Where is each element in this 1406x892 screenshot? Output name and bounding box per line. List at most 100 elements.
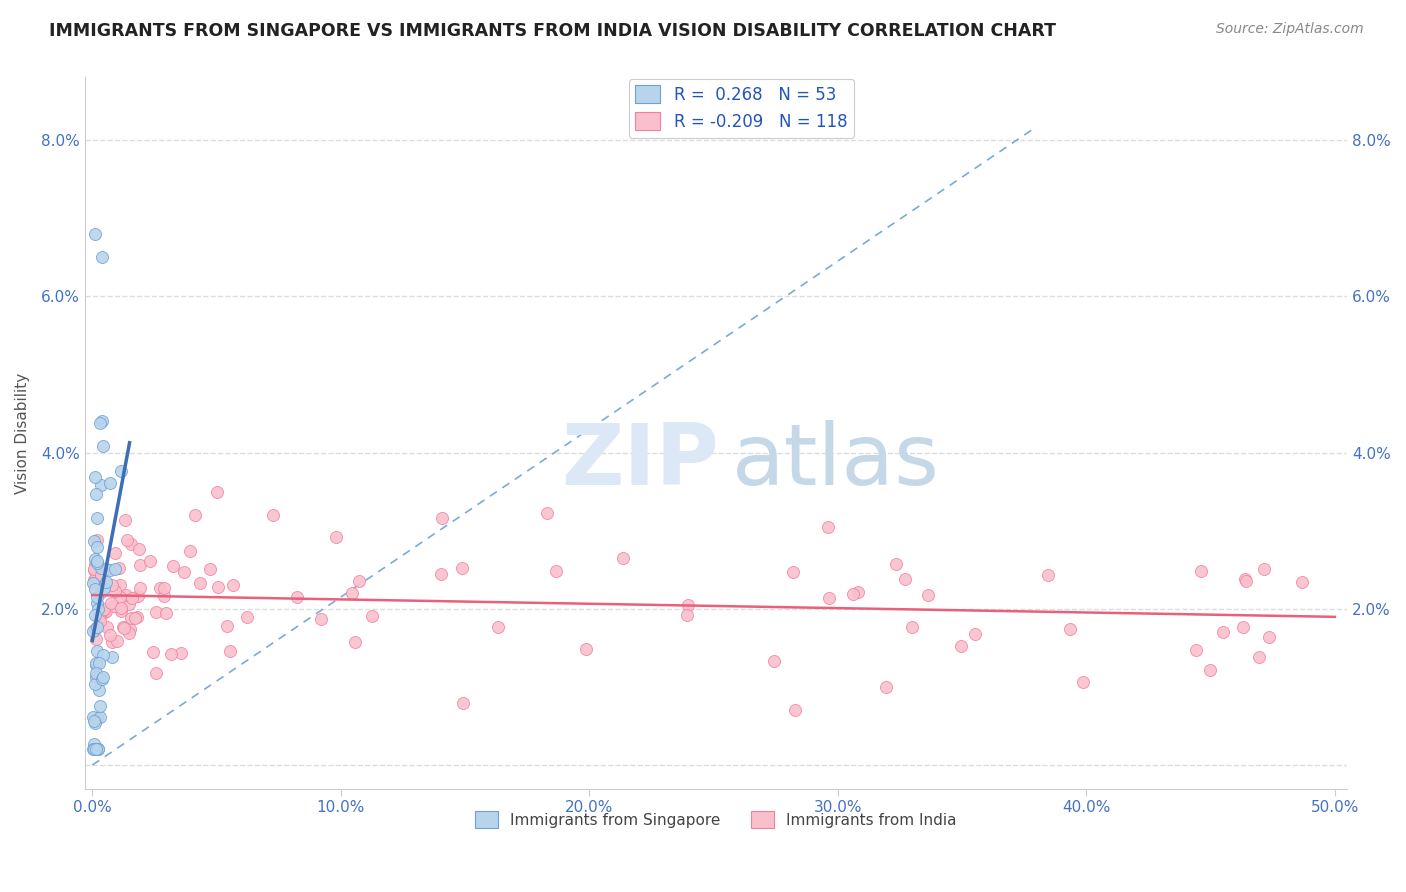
Point [83, 563, 105, 577]
Point [160, 647, 183, 661]
Point [893, 573, 915, 587]
Point [87, 657, 110, 671]
Point [546, 565, 568, 579]
Point [91, 250, 114, 264]
Point [104, 584, 127, 599]
Point [121, 591, 143, 605]
Point [430, 511, 453, 525]
Point [129, 581, 152, 595]
Point [115, 533, 138, 548]
Point [89, 614, 111, 628]
Point [120, 537, 142, 551]
Point [344, 634, 367, 648]
Point [262, 508, 284, 522]
Point [153, 582, 176, 596]
Point [90, 561, 112, 575]
Point [285, 590, 308, 604]
Point [451, 561, 474, 575]
Point [114, 512, 136, 526]
Point [84, 632, 107, 646]
Point [83, 552, 105, 566]
Point [90, 478, 112, 492]
Point [917, 588, 939, 602]
Point [86, 556, 108, 570]
Point [83, 562, 105, 576]
Point [91, 670, 114, 684]
Point [89, 682, 111, 697]
Point [1189, 564, 1212, 578]
Point [110, 590, 132, 604]
Point [104, 562, 127, 576]
Point [103, 599, 125, 613]
Point [965, 626, 987, 640]
Point [205, 484, 228, 499]
Point [87, 742, 110, 756]
Point [120, 610, 142, 624]
Point [98, 476, 121, 491]
Point [1234, 574, 1257, 588]
Point [84, 657, 107, 671]
Point [98, 564, 121, 578]
Point [94, 575, 117, 590]
Point [105, 634, 128, 648]
Point [782, 566, 804, 580]
Point [86, 554, 108, 568]
Point [98, 628, 121, 642]
Point [162, 559, 184, 574]
Point [124, 610, 146, 624]
Point [87, 742, 110, 756]
Point [84, 657, 107, 672]
Point [536, 506, 558, 520]
Point [118, 625, 141, 640]
Point [100, 597, 122, 611]
Point [361, 609, 384, 624]
Point [82, 576, 104, 591]
Point [86, 511, 108, 525]
Point [84, 665, 107, 680]
Point [108, 577, 131, 591]
Point [675, 607, 697, 622]
Point [612, 550, 634, 565]
Point [486, 619, 509, 633]
Point [87, 601, 110, 615]
Point [763, 654, 786, 668]
Point [90, 413, 112, 427]
Text: Source: ZipAtlas.com: Source: ZipAtlas.com [1216, 22, 1364, 37]
Point [110, 601, 132, 615]
Point [86, 711, 108, 725]
Point [93, 606, 115, 620]
Point [86, 742, 108, 756]
Point [101, 578, 124, 592]
Text: atlas: atlas [733, 420, 941, 503]
Point [84, 487, 107, 501]
Point [1212, 624, 1234, 639]
Point [118, 622, 141, 636]
Point [83, 714, 105, 729]
Y-axis label: Vision Disability: Vision Disability [15, 372, 30, 493]
Point [1253, 562, 1275, 576]
Point [86, 541, 108, 555]
Point [96, 620, 118, 634]
Point [112, 620, 135, 634]
Point [84, 569, 107, 583]
Point [145, 665, 167, 680]
Point [84, 742, 107, 756]
Legend: Immigrants from Singapore, Immigrants from India: Immigrants from Singapore, Immigrants fr… [470, 805, 963, 834]
Point [110, 604, 132, 618]
Point [129, 558, 152, 572]
Point [90, 604, 112, 618]
Point [846, 585, 869, 599]
Point [93, 582, 115, 596]
Point [1184, 643, 1206, 657]
Point [89, 709, 111, 723]
Point [900, 620, 922, 634]
Point [83, 573, 105, 587]
Point [215, 619, 238, 633]
Point [101, 649, 124, 664]
Point [84, 622, 107, 636]
Text: IMMIGRANTS FROM SINGAPORE VS IMMIGRANTS FROM INDIA VISION DISABILITY CORRELATION: IMMIGRANTS FROM SINGAPORE VS IMMIGRANTS … [49, 22, 1056, 40]
Point [112, 622, 135, 636]
Point [198, 561, 221, 575]
Point [1059, 622, 1081, 636]
Point [349, 574, 371, 589]
